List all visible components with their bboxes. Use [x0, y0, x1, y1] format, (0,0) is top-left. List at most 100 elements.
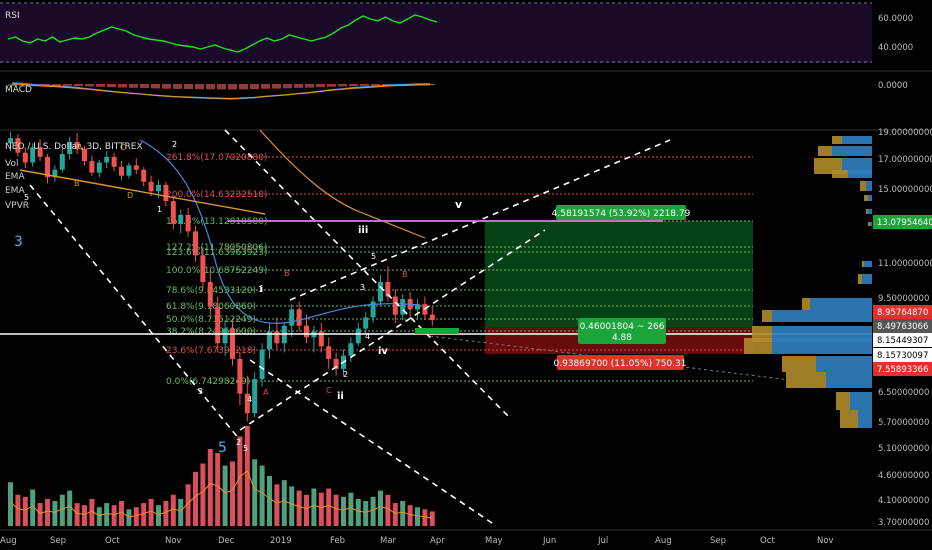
candle: [141, 166, 147, 187]
volume-profile-buy: [832, 146, 872, 156]
target-box[interactable]: [556, 205, 686, 220]
wave-w-v: v: [455, 198, 463, 211]
price-badge: [873, 215, 932, 229]
volume-profile-sell: [858, 274, 862, 284]
volume-bar: [385, 494, 391, 526]
volume-bar: [326, 488, 332, 526]
volume-bar: [133, 507, 139, 526]
candle: [370, 296, 376, 323]
macd-histogram-bar: [8, 84, 17, 86]
volume-profile-buy: [868, 209, 872, 214]
wave-orange-c: C: [120, 143, 126, 152]
candle: [429, 306, 435, 326]
volume-bar: [222, 465, 228, 526]
volume-profile-sell: [782, 356, 816, 372]
wave-blue-5: 5: [218, 440, 227, 456]
macd-histogram-bar: [173, 84, 182, 89]
volume-bar: [259, 465, 265, 526]
volume-profile: [744, 136, 872, 428]
candle: [215, 296, 221, 353]
volume-profile-sell: [866, 209, 868, 214]
wave-w-1b: 1: [258, 285, 263, 294]
volume-profile-buy: [810, 298, 872, 310]
orange-trendline: [19, 169, 266, 215]
macd-histogram-bar: [162, 84, 171, 89]
macd-histogram-bar: [74, 84, 83, 87]
price-badge-text: 7.55893366: [877, 365, 928, 375]
target-text: 4.58191574 (53.92%) 2218.79: [552, 209, 691, 219]
wave-w-4a: 4: [247, 395, 252, 404]
candle: [111, 152, 117, 172]
volume-bar: [119, 501, 124, 526]
wave-w-2b: 2: [236, 438, 241, 447]
price-tick: 5.70000000: [878, 418, 929, 428]
volume-profile-buy: [850, 392, 872, 410]
price-badge-text: 8.15730097: [877, 351, 928, 361]
candle: [8, 131, 13, 152]
macd-histogram-bar: [107, 84, 116, 88]
volume-bar: [163, 501, 169, 526]
volume-profile-sell: [786, 372, 826, 388]
candle: [67, 136, 73, 160]
volume-bar: [200, 463, 206, 526]
fib-level-label: 50.0%(8.71512249): [166, 315, 256, 325]
time-tick: Aug: [0, 536, 17, 546]
macd-histogram-bar: [371, 84, 380, 86]
entry-box[interactable]: [578, 318, 666, 344]
volume-profile-buy: [848, 170, 872, 178]
macd-label: MACD: [5, 85, 32, 95]
volume-bar: [15, 494, 21, 526]
wave-w-2a: 2: [172, 140, 177, 149]
entry-text-1: 0.46001804 ~ 266: [580, 322, 665, 332]
volume-bar: [341, 496, 346, 526]
candle: [304, 314, 309, 344]
price-tick: 17.00000000: [878, 155, 932, 165]
volume-bar: [45, 498, 50, 526]
volume-bar: [74, 503, 80, 526]
macd-histogram-bar: [195, 84, 204, 90]
candle: [289, 304, 295, 338]
macd-histogram-bar: [239, 84, 248, 90]
price-tick: 11.00000000: [878, 259, 932, 269]
macd-histogram-bar: [294, 84, 303, 88]
volume-bar: [281, 480, 287, 526]
volume-profile-buy: [826, 372, 872, 388]
volume-bar: [415, 507, 420, 526]
candle: [207, 270, 213, 315]
fib-level-label: 0.0%(6.74298249): [166, 377, 250, 387]
volume-profile-buy: [858, 410, 872, 428]
candle: [89, 155, 95, 176]
wave-red-c: C: [326, 386, 332, 395]
volume-bar: [82, 505, 87, 526]
volume-bar: [311, 488, 317, 526]
ema-blue-line: [139, 139, 421, 324]
wave-w-1a: 1: [157, 205, 162, 214]
entry-text-2: 4.88: [612, 333, 632, 343]
stop-text: 0.93869700 (11.05%) 750.31: [554, 359, 687, 369]
volume-bar: [252, 459, 258, 526]
wave-w-3b: 3: [360, 283, 365, 292]
price-badge-text: 8.15449307: [877, 336, 928, 346]
candle: [378, 275, 383, 307]
volume-bar: [230, 461, 235, 526]
volume-bar: [348, 492, 354, 526]
candle: [259, 343, 265, 387]
candle: [252, 372, 258, 418]
indicator-vol: Vol: [5, 159, 18, 169]
macd-histogram-bar: [140, 84, 149, 89]
wave-w-4b: 4: [365, 332, 370, 341]
macd-histogram-bar: [206, 84, 215, 90]
candle: [30, 143, 36, 167]
candle: [230, 320, 235, 366]
candle: [133, 158, 139, 175]
fib-level-label: 23.6%(7.67395218): [166, 346, 256, 356]
macd-histogram-bar: [305, 84, 314, 88]
macd-histogram-bar: [217, 84, 226, 90]
candle: [22, 147, 28, 169]
volume-profile-buy: [816, 356, 872, 372]
volume-bar: [8, 482, 13, 526]
stop-box[interactable]: [557, 355, 684, 370]
macd-histogram-bar: [85, 84, 94, 87]
price-badge: [873, 305, 932, 319]
